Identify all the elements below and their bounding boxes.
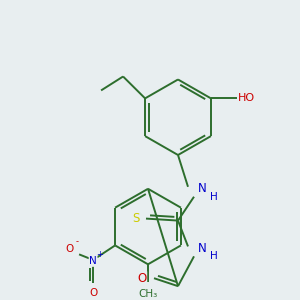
Text: O: O — [65, 244, 73, 254]
Text: +: + — [97, 250, 104, 259]
Text: H: H — [210, 192, 218, 202]
Text: O: O — [137, 272, 147, 285]
Text: N: N — [198, 242, 206, 255]
Text: N: N — [198, 182, 206, 195]
Text: N: N — [89, 256, 97, 266]
Text: CH₃: CH₃ — [138, 289, 158, 299]
Text: S: S — [132, 212, 140, 225]
Text: O: O — [89, 288, 97, 298]
Text: H: H — [210, 251, 218, 261]
Text: HO: HO — [238, 93, 256, 103]
Text: -: - — [76, 237, 79, 246]
